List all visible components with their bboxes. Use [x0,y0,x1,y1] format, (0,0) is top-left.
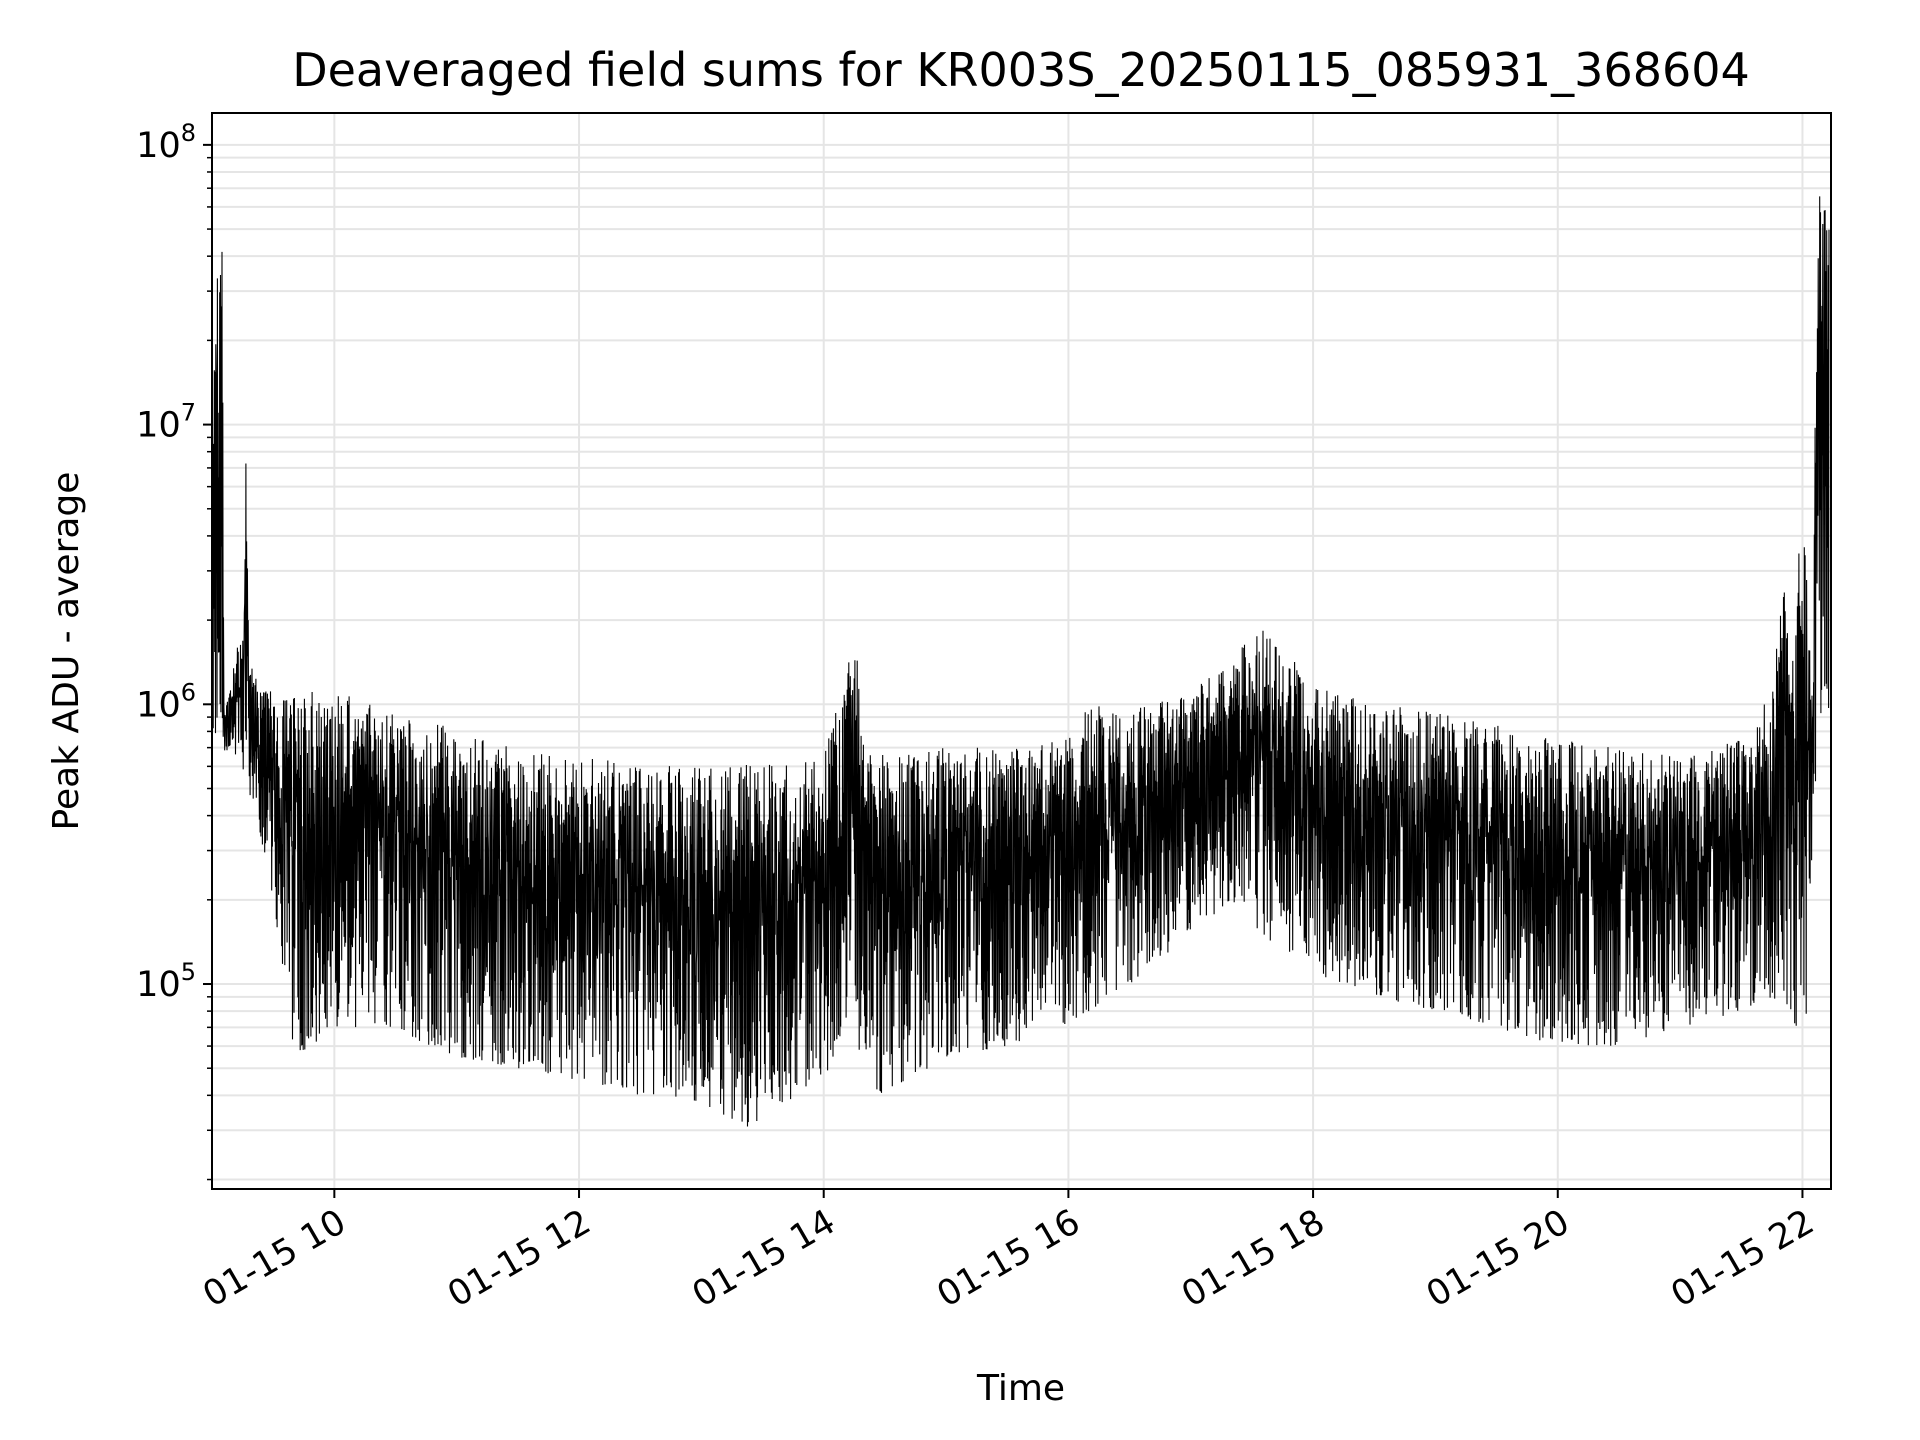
x-tick-label: 01-15 22 [1665,1202,1821,1315]
plot-area [211,196,1830,1127]
x-tick-label: 01-15 10 [197,1202,353,1315]
x-axis: 01-15 10 01-15 12 01-15 14 01-15 16 01-15 18… [197,1189,1821,1315]
y-tick-label: 105 [136,958,196,1005]
y-axis-label: Peak ADU - average [46,472,87,831]
y-tick-label: 106 [136,678,196,725]
y-tick-label: 107 [136,399,196,446]
x-tick-label: 01-15 12 [441,1202,597,1315]
x-tick-label: 01-15 20 [1420,1202,1576,1315]
y-axis: 105 106 107 108 [136,119,212,1181]
x-tick-label: 01-15 18 [1175,1202,1331,1315]
chart-title: Deaveraged field sums for KR003S_2025011… [292,43,1750,97]
x-tick-label: 01-15 14 [686,1202,842,1315]
x-tick-label: 01-15 16 [931,1202,1087,1315]
x-axis-label: Time [976,1368,1065,1409]
series-line [211,196,1830,1127]
y-tick-label: 108 [136,119,196,166]
plot-frame [211,112,1832,1190]
